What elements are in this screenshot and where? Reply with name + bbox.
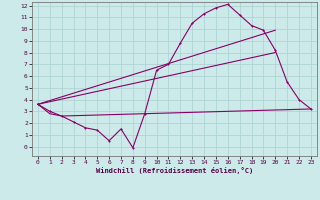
X-axis label: Windchill (Refroidissement éolien,°C): Windchill (Refroidissement éolien,°C) [96, 167, 253, 174]
